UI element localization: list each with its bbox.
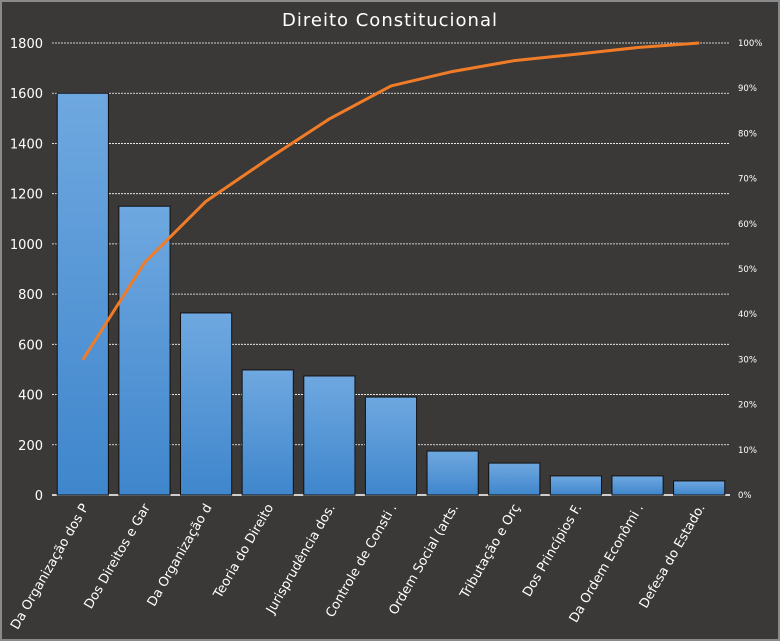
x-tick-label: Dos Princípios F.: [520, 502, 585, 600]
bar: [488, 462, 541, 496]
bar: [180, 312, 233, 496]
y2-tick-label: 60%: [738, 220, 757, 230]
x-tick-label: Controle de Consti .: [323, 502, 400, 621]
x-tick-label: Defesa do Estado.: [637, 502, 709, 612]
y-tick-label: 600: [18, 338, 43, 353]
bar: [56, 92, 109, 496]
y-tick-label: 800: [18, 288, 43, 303]
bar: [611, 475, 664, 496]
y2-tick-label: 10%: [738, 446, 757, 456]
y-tick-label: 1600: [10, 87, 43, 102]
bar: [673, 480, 726, 496]
y-tick-label: 0: [35, 489, 43, 504]
x-tick-label: Teoria do Direito: [210, 501, 277, 602]
y2-tick-label: 90%: [738, 84, 757, 94]
y-tick-label: 1000: [10, 238, 43, 253]
bar: [118, 205, 171, 496]
y-tick-label: 1800: [10, 37, 43, 52]
x-tick-label: Ordem Social (arts.: [386, 502, 462, 618]
chart-title: Direito Constitucional: [282, 10, 498, 31]
bar: [364, 396, 418, 496]
y2-tick-label: 30%: [738, 355, 757, 365]
x-tick-label: Tributação e Orç: [457, 502, 524, 602]
y2-tick-label: 40%: [738, 310, 757, 320]
bar: [426, 450, 479, 496]
y2-tick-label: 20%: [738, 401, 757, 411]
bar: [241, 369, 294, 496]
y2-tick-label: 80%: [738, 129, 757, 139]
y2-tick-label: 50%: [738, 265, 757, 275]
x-tick-label: Da Organização d: [145, 502, 216, 610]
x-tick-label: Dos Direitos e Gar: [82, 501, 155, 612]
bar: [549, 475, 602, 496]
cumulative-line: [81, 41, 700, 361]
y2-tick-label: 0%: [738, 491, 752, 501]
y2-tick-label: 70%: [738, 175, 757, 185]
bar: [303, 375, 356, 496]
y-tick-label: 400: [18, 389, 43, 404]
y-tick-label: 1200: [10, 188, 43, 203]
y-tick-label: 1400: [10, 137, 43, 152]
y2-tick-label: 100%: [738, 39, 762, 49]
x-tick-label: Da Organização dos P: [8, 501, 92, 632]
y-tick-label: 200: [18, 439, 43, 454]
x-tick-label: Jurisprudência dos.: [263, 502, 339, 618]
